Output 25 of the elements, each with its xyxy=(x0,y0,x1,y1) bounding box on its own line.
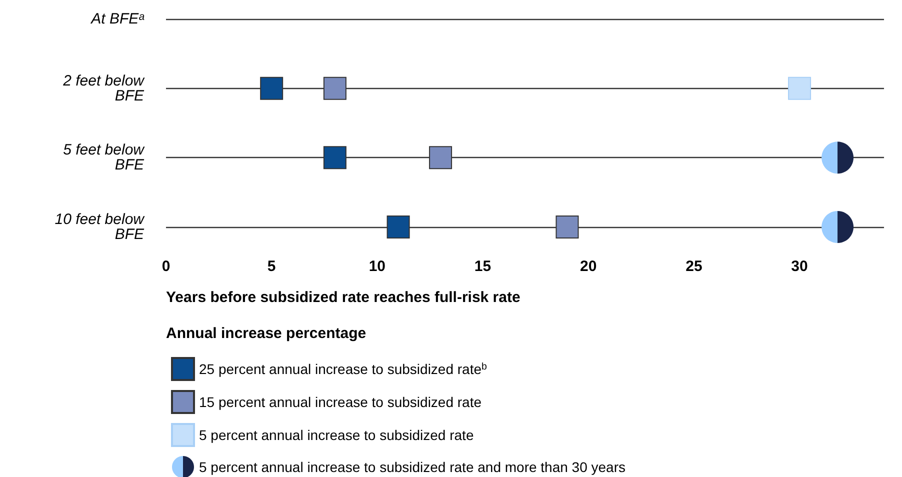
y-tick-label: 5 feet below BFE xyxy=(63,142,146,174)
y-tick-label: 10 feet below BFE xyxy=(54,211,146,243)
legend-label: 5 percent annual increase to subsidized rate and more than 30 years xyxy=(199,459,626,475)
point xyxy=(323,76,346,100)
x-tick-label: 25 xyxy=(686,258,702,275)
x-tick-label: 15 xyxy=(474,258,492,275)
point xyxy=(556,216,579,238)
y-tick-label: 2 feet below BFE xyxy=(62,72,146,104)
y-tick-label: At BFEᵃ xyxy=(90,10,145,28)
point xyxy=(822,211,854,243)
x-tick-label: 20 xyxy=(580,258,597,275)
point xyxy=(386,216,410,238)
point xyxy=(260,76,284,100)
legend-title: Annual increase percentage xyxy=(166,325,366,342)
x-axis-title: Years before subsidized rate reaches full-risk rate xyxy=(166,289,520,306)
point xyxy=(323,146,346,170)
x-tick-label: 5 xyxy=(267,258,276,275)
point xyxy=(788,76,812,100)
legend-label: 5 percent annual increase to subsidized rate xyxy=(199,427,474,443)
point xyxy=(429,146,452,170)
x-tick-label: 0 xyxy=(162,258,170,275)
point xyxy=(822,142,854,174)
x-tick-label: 10 xyxy=(368,258,386,275)
legend-label: 15 percent annual increase to subsidized rate xyxy=(199,394,482,410)
x-tick-label: 30 xyxy=(791,258,808,275)
